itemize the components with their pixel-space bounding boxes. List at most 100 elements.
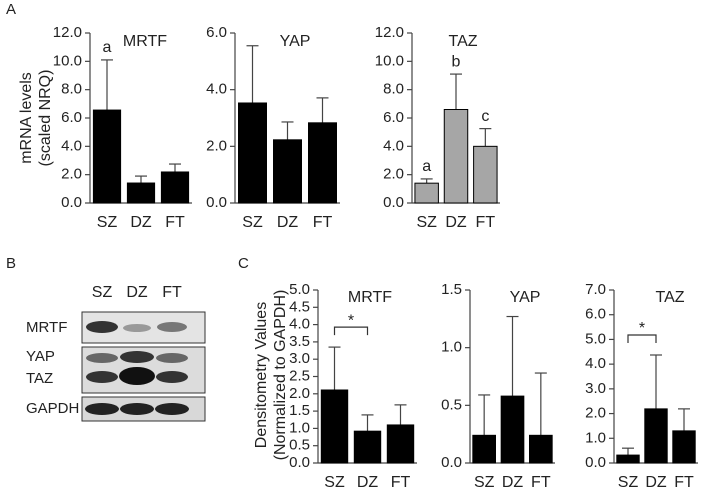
significance-label: * — [639, 320, 645, 337]
x-tick-label: DZ — [645, 474, 667, 490]
bar — [672, 430, 696, 464]
x-tick-label: SZ — [324, 474, 345, 490]
bar — [353, 430, 382, 464]
y-tick-label: 8.0 — [383, 81, 404, 98]
y-tick-label: 10.0 — [375, 52, 404, 69]
y-tick-label: 0.0 — [206, 194, 227, 211]
x-tick-label: FT — [674, 474, 694, 490]
y-tick-label: 2.0 — [585, 405, 606, 422]
x-tick-label: FT — [531, 474, 551, 490]
y-tick-label: 6.0 — [61, 109, 82, 126]
x-tick-label: FT — [391, 474, 411, 490]
y-tick-label: 3.0 — [585, 380, 606, 397]
y-tick-label: 2.0 — [289, 385, 310, 402]
x-tick-label: DZ — [357, 474, 379, 490]
y-tick-label: 0.0 — [441, 454, 462, 471]
y-axis-label: mRNA levels — [18, 72, 35, 164]
lane-label: FT — [162, 284, 182, 301]
significance-bracket — [627, 334, 657, 343]
chart-title: TAZ — [448, 33, 477, 50]
annotation: c — [481, 108, 489, 125]
bar — [616, 454, 640, 464]
bar — [92, 109, 122, 204]
panel-letter: B — [6, 255, 16, 272]
band — [119, 367, 155, 385]
row-label: GAPDH — [26, 400, 79, 417]
band — [120, 403, 154, 415]
band — [120, 351, 154, 363]
y-tick-label: 0.5 — [289, 437, 310, 454]
band — [155, 403, 189, 415]
row-label: MRTF — [26, 319, 67, 336]
y-tick-label: 7.0 — [585, 281, 606, 298]
bar — [273, 139, 302, 204]
chart-title: MRTF — [123, 33, 167, 50]
band — [86, 353, 118, 363]
x-tick-label: SZ — [242, 214, 263, 231]
y-tick-label: 0.0 — [585, 454, 606, 471]
y-tick-label: 8.0 — [61, 81, 82, 98]
y-tick-label: 1.5 — [441, 281, 462, 298]
y-tick-label: 3.5 — [289, 333, 310, 350]
x-tick-label: DZ — [502, 474, 524, 490]
lane-label: DZ — [126, 284, 148, 301]
y-axis-label: (Normalized to GAPDH) — [272, 290, 289, 461]
annotation: b — [452, 53, 461, 70]
bar — [160, 171, 190, 204]
lane-label: SZ — [92, 284, 113, 301]
y-tick-label: 2.0 — [61, 166, 82, 183]
x-tick-label: SZ — [474, 474, 495, 490]
y-tick-label: 3.0 — [289, 350, 310, 367]
y-tick-label: 4.0 — [61, 137, 82, 154]
y-tick-label: 5.0 — [289, 281, 310, 298]
chart-title: YAP — [280, 33, 311, 50]
bar — [472, 434, 497, 464]
band — [123, 324, 151, 332]
panel-letter: C — [238, 255, 249, 272]
bar — [414, 182, 439, 204]
y-tick-label: 1.5 — [289, 402, 310, 419]
y-tick-label: 12.0 — [375, 24, 404, 41]
y-tick-label: 2.0 — [383, 166, 404, 183]
band — [86, 321, 118, 333]
chart-title: MRTF — [348, 289, 392, 306]
row-label: TAZ — [26, 370, 53, 387]
y-tick-label: 4.0 — [206, 81, 227, 98]
y-tick-label: 1.0 — [441, 339, 462, 356]
y-tick-label: 0.0 — [383, 194, 404, 211]
y-tick-label: 4.5 — [289, 298, 310, 315]
band — [85, 403, 119, 415]
band — [86, 371, 118, 383]
band — [156, 371, 188, 383]
x-tick-label: SZ — [97, 214, 118, 231]
x-tick-label: FT — [165, 214, 185, 231]
y-tick-label: 0.0 — [289, 454, 310, 471]
band — [156, 353, 188, 363]
western-blot: SZ DZ FT MRTF YAP TAZ GAPDH — [26, 284, 206, 422]
bar — [126, 182, 156, 204]
y-tick-label: 4.0 — [289, 316, 310, 333]
bar — [386, 424, 415, 464]
x-tick-label: FT — [313, 214, 333, 231]
y-tick-label: 6.0 — [383, 109, 404, 126]
y-tick-label: 4.0 — [585, 355, 606, 372]
y-tick-label: 5.0 — [585, 330, 606, 347]
bar — [308, 122, 337, 204]
x-tick-label: DZ — [130, 214, 152, 231]
bar — [238, 102, 267, 204]
y-tick-label: 2.5 — [289, 367, 310, 384]
y-tick-label: 0.5 — [441, 396, 462, 413]
bar — [443, 109, 469, 204]
x-tick-label: SZ — [618, 474, 639, 490]
y-tick-label: 12.0 — [53, 24, 82, 41]
bar — [320, 389, 349, 464]
y-tick-label: 10.0 — [53, 52, 82, 69]
annotation: a — [103, 39, 112, 56]
x-tick-label: SZ — [416, 214, 437, 231]
significance-bracket — [333, 326, 369, 336]
y-axis-label: (scaled NRQ) — [37, 70, 54, 167]
y-tick-label: 1.0 — [289, 419, 310, 436]
y-tick-label: 0.0 — [61, 194, 82, 211]
panel-letter: A — [6, 1, 16, 18]
